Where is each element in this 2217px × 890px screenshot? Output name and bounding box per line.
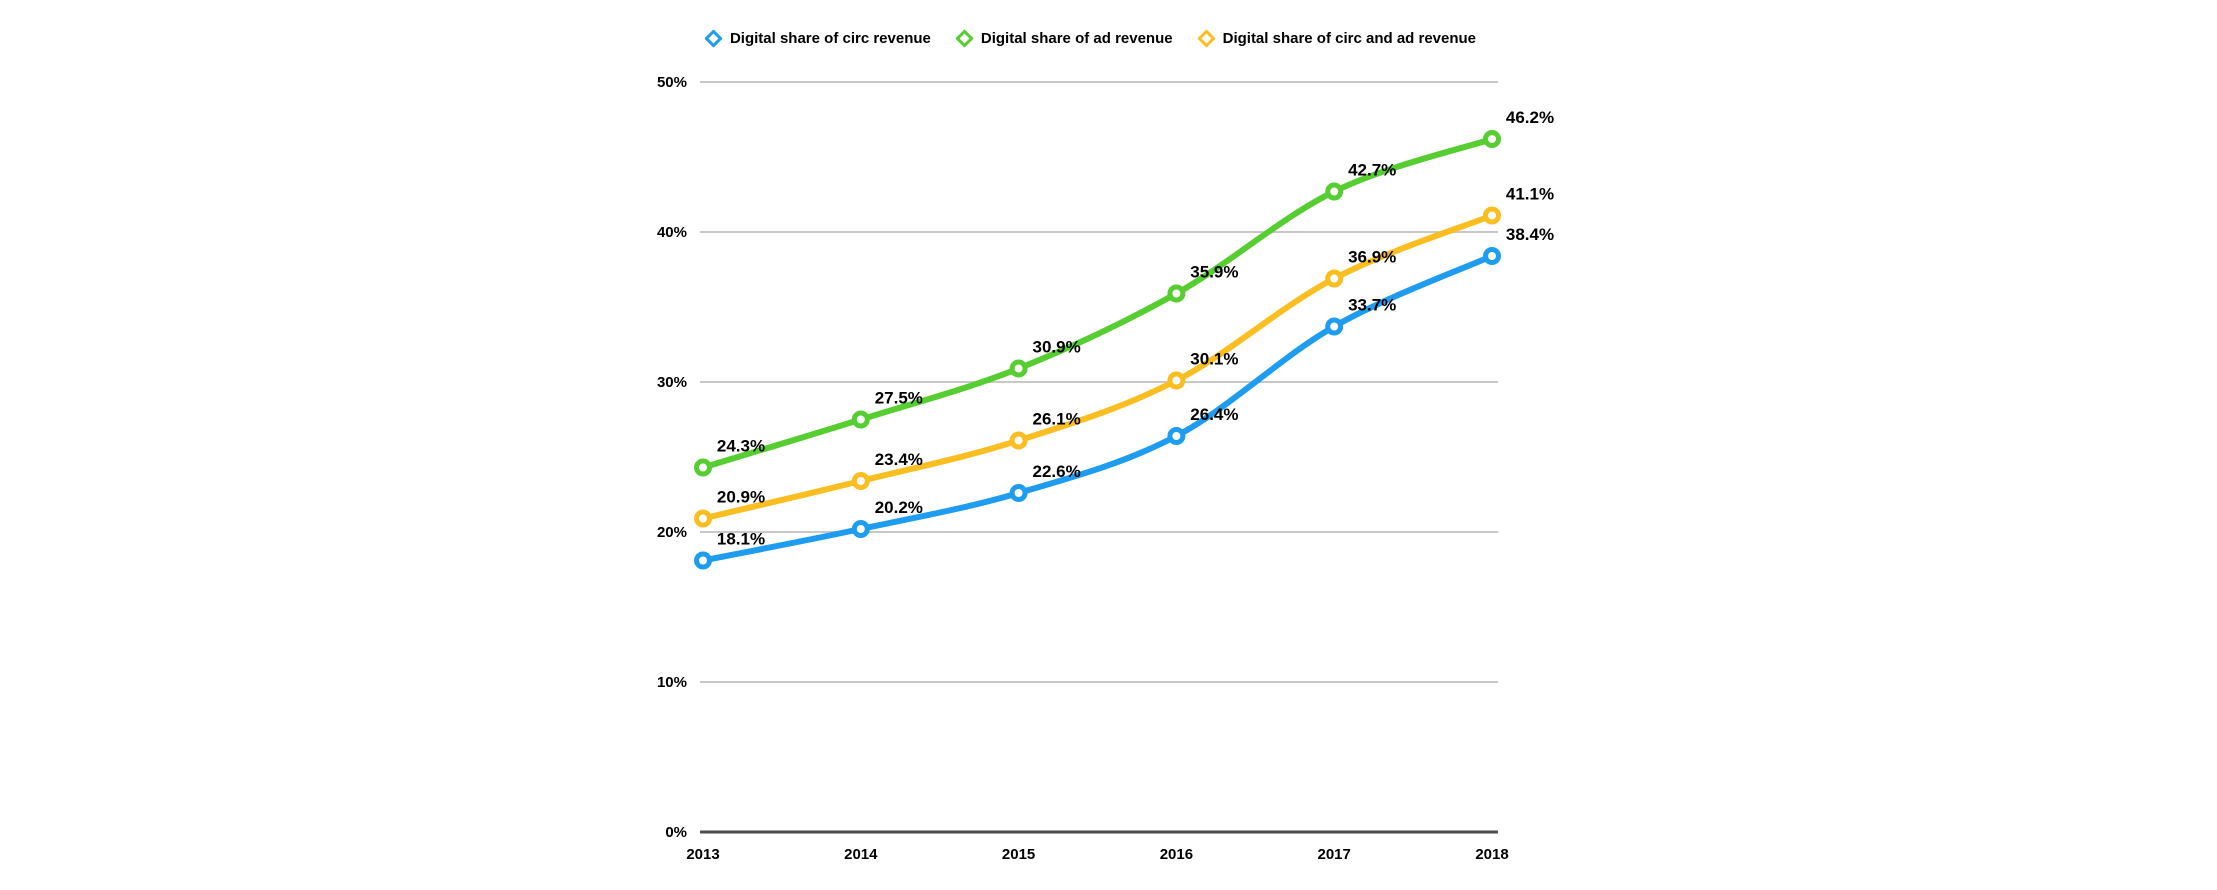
data-point-marker — [1167, 427, 1186, 445]
legend-label: Digital share of circ revenue — [729, 30, 931, 47]
data-label: 27.5% — [875, 389, 923, 408]
data-point-marker — [1167, 371, 1186, 390]
data-label: 18.1% — [717, 530, 765, 549]
data-label: 35.9% — [1190, 263, 1238, 282]
x-tick-label: 2015 — [1002, 846, 1035, 863]
legend-label: Digital share of circ and ad revenue — [1222, 30, 1477, 47]
data-label: 22.6% — [1032, 462, 1080, 481]
data-label: 20.9% — [717, 488, 765, 507]
data-point-marker — [694, 458, 712, 477]
chart-legend: Digital share of circ revenue Digital sha… — [0, 29, 2183, 48]
series-line — [700, 212, 1495, 522]
data-label: 38.4% — [1506, 225, 1554, 244]
data-point-marker — [1483, 206, 1501, 225]
data-point-marker — [694, 551, 712, 570]
y-tick-label: 10% — [657, 674, 687, 691]
x-tick-label: 2018 — [1475, 846, 1508, 863]
x-tick-label: 2014 — [844, 846, 878, 863]
data-point-marker — [694, 509, 712, 528]
data-label: 41.1% — [1506, 185, 1554, 204]
legend-item: Digital share of circ revenue — [704, 29, 931, 48]
series-line — [700, 136, 1495, 471]
data-label: 30.1% — [1190, 350, 1238, 369]
data-point-marker — [1009, 359, 1028, 378]
data-point-marker — [1009, 431, 1028, 450]
x-tick-label: 2017 — [1318, 846, 1351, 863]
y-tick-label: 20% — [657, 524, 687, 541]
data-label: 42.7% — [1348, 161, 1396, 180]
data-point-marker — [1167, 284, 1186, 303]
legend-label: Digital share of ad revenue — [980, 30, 1173, 47]
data-point-marker — [1009, 484, 1028, 502]
data-label: 20.2% — [875, 498, 923, 517]
data-label: 46.2% — [1506, 108, 1554, 127]
y-tick-label: 40% — [657, 224, 687, 241]
data-point-marker — [851, 472, 870, 490]
data-label: 36.9% — [1348, 248, 1396, 267]
data-point-marker — [1325, 269, 1344, 288]
data-label: 26.1% — [1032, 410, 1080, 429]
data-label: 30.9% — [1032, 338, 1080, 357]
y-tick-label: 30% — [657, 374, 687, 391]
data-point-marker — [1483, 247, 1501, 265]
data-label: 26.4% — [1190, 405, 1238, 424]
series-line — [700, 253, 1495, 564]
data-point-marker — [1325, 182, 1344, 201]
data-point-marker — [851, 410, 870, 429]
data-label: 24.3% — [717, 437, 765, 456]
data-point-marker — [1325, 317, 1344, 336]
y-tick-label: 0% — [665, 824, 687, 841]
y-tick-label: 50% — [657, 74, 687, 91]
data-point-marker — [851, 520, 870, 538]
x-tick-label: 2013 — [686, 846, 719, 863]
legend-item: Digital share of circ and ad revenue — [1196, 29, 1477, 48]
x-tick-label: 2016 — [1160, 846, 1193, 863]
legend-item: Digital share of ad revenue — [955, 29, 1173, 48]
data-label: 33.7% — [1348, 296, 1396, 315]
data-label: 23.4% — [875, 450, 923, 469]
data-point-marker — [1483, 130, 1501, 148]
